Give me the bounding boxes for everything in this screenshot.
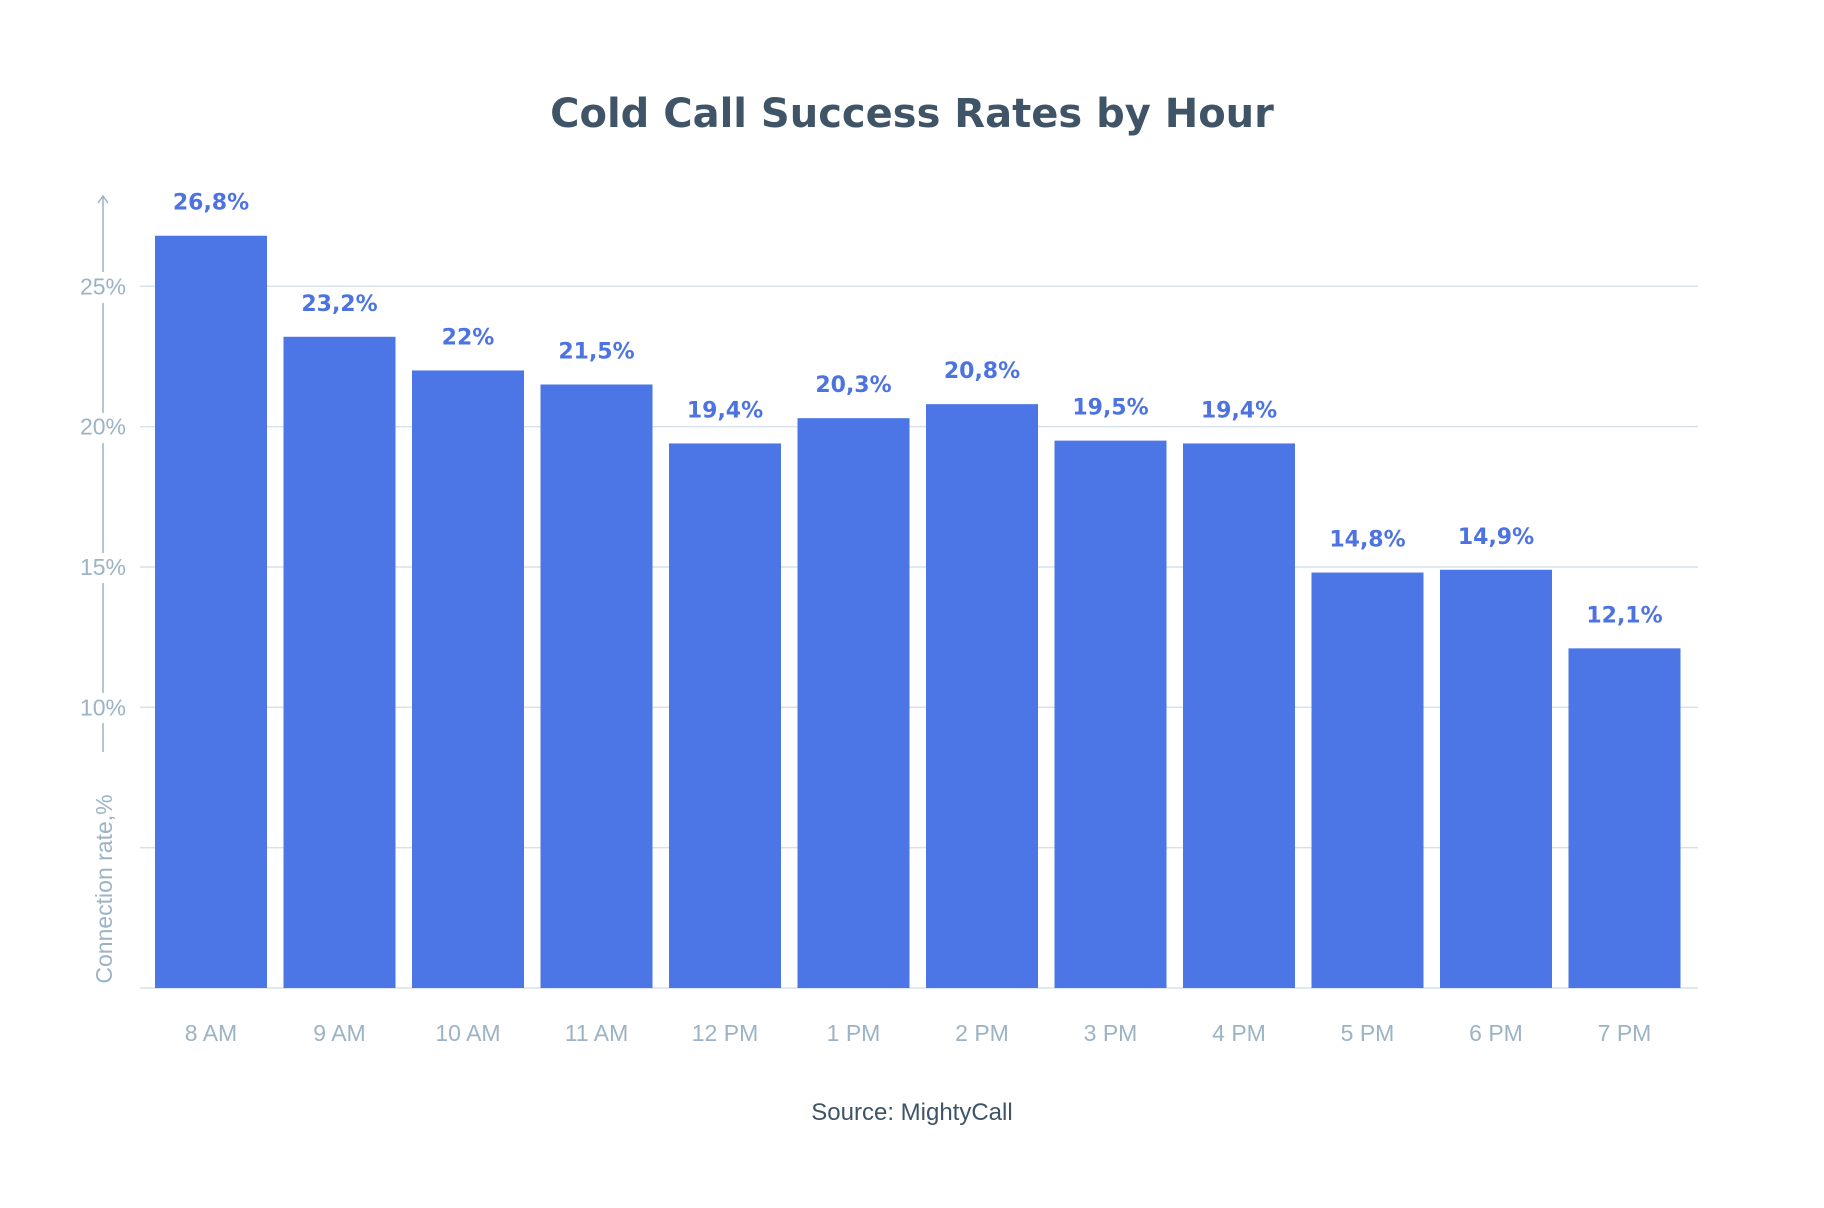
- bar-value-label: 23,2%: [301, 292, 377, 317]
- bar-value-label: 19,4%: [1201, 398, 1277, 423]
- bar-5-pm: [1311, 572, 1424, 988]
- x-tick-label: 4 PM: [1212, 1020, 1266, 1046]
- x-tick-label: 5 PM: [1341, 1020, 1395, 1046]
- bar-9-am: [283, 336, 396, 988]
- grid-lines: [140, 285, 1698, 989]
- bar-1-pm: [797, 418, 910, 989]
- bar-value-label: 19,4%: [687, 398, 763, 423]
- x-tick-label: 2 PM: [955, 1020, 1009, 1046]
- x-tick-label: 11 AM: [565, 1020, 629, 1046]
- x-tick-label: 8 AM: [185, 1020, 237, 1046]
- bar-8-am: [155, 235, 267, 988]
- y-axis: [97, 194, 109, 752]
- x-tick-labels: 8 AM 9 AM 10 AM 11 AM 12 PM 1 PM 2 PM 3 PM 4 PM 5…: [185, 1020, 1652, 1046]
- x-tick-label: 3 PM: [1084, 1020, 1138, 1046]
- bar-value-label: 14,9%: [1458, 525, 1534, 550]
- chart-title: Cold Call Success Rates by Hour: [550, 91, 1274, 137]
- bar-2-pm: [926, 404, 1038, 988]
- bar-4-pm: [1183, 443, 1295, 988]
- bar-value-label: 26,8%: [173, 191, 249, 216]
- bar-11-am: [540, 384, 653, 988]
- bar-10-am: [412, 370, 524, 989]
- bar-value-label: 21,5%: [558, 339, 634, 364]
- bar-value-label: 22%: [442, 325, 495, 350]
- bar-value-label: 19,5%: [1072, 396, 1148, 421]
- y-tick-label: 20%: [80, 414, 126, 440]
- source-note: Source: MightyCall: [811, 1099, 1012, 1126]
- y-axis-arrow-icon: [97, 194, 109, 204]
- y-tick-label: 25%: [80, 273, 126, 299]
- x-tick-label: 7 PM: [1598, 1020, 1652, 1046]
- y-tick-labels: 10% 15% 20% 25%: [80, 273, 126, 720]
- y-axis-label: Connection rate,%: [91, 794, 117, 983]
- bar-value-label: 14,8%: [1329, 528, 1405, 553]
- x-tick-label: 10 AM: [435, 1020, 500, 1046]
- y-tick-label: 15%: [80, 554, 126, 580]
- bar-7-pm: [1568, 648, 1681, 988]
- bar-12-pm: [669, 443, 781, 988]
- bar-value-label: 20,3%: [815, 373, 891, 398]
- x-tick-label: 1 PM: [827, 1020, 881, 1046]
- bar-6-pm: [1440, 569, 1552, 988]
- x-tick-label: 9 AM: [313, 1020, 365, 1046]
- y-tick-label: 10%: [80, 694, 126, 720]
- bars: [155, 235, 1681, 989]
- bar-value-label: 20,8%: [944, 359, 1020, 384]
- bar-value-label: 12,1%: [1586, 603, 1662, 628]
- x-tick-label: 12 PM: [692, 1020, 758, 1046]
- value-labels: 26,8% 23,2% 22% 21,5% 19,4% 20,3% 20,8% 19,5% 19…: [173, 191, 1663, 629]
- x-tick-label: 6 PM: [1469, 1020, 1523, 1046]
- bar-3-pm: [1054, 440, 1167, 988]
